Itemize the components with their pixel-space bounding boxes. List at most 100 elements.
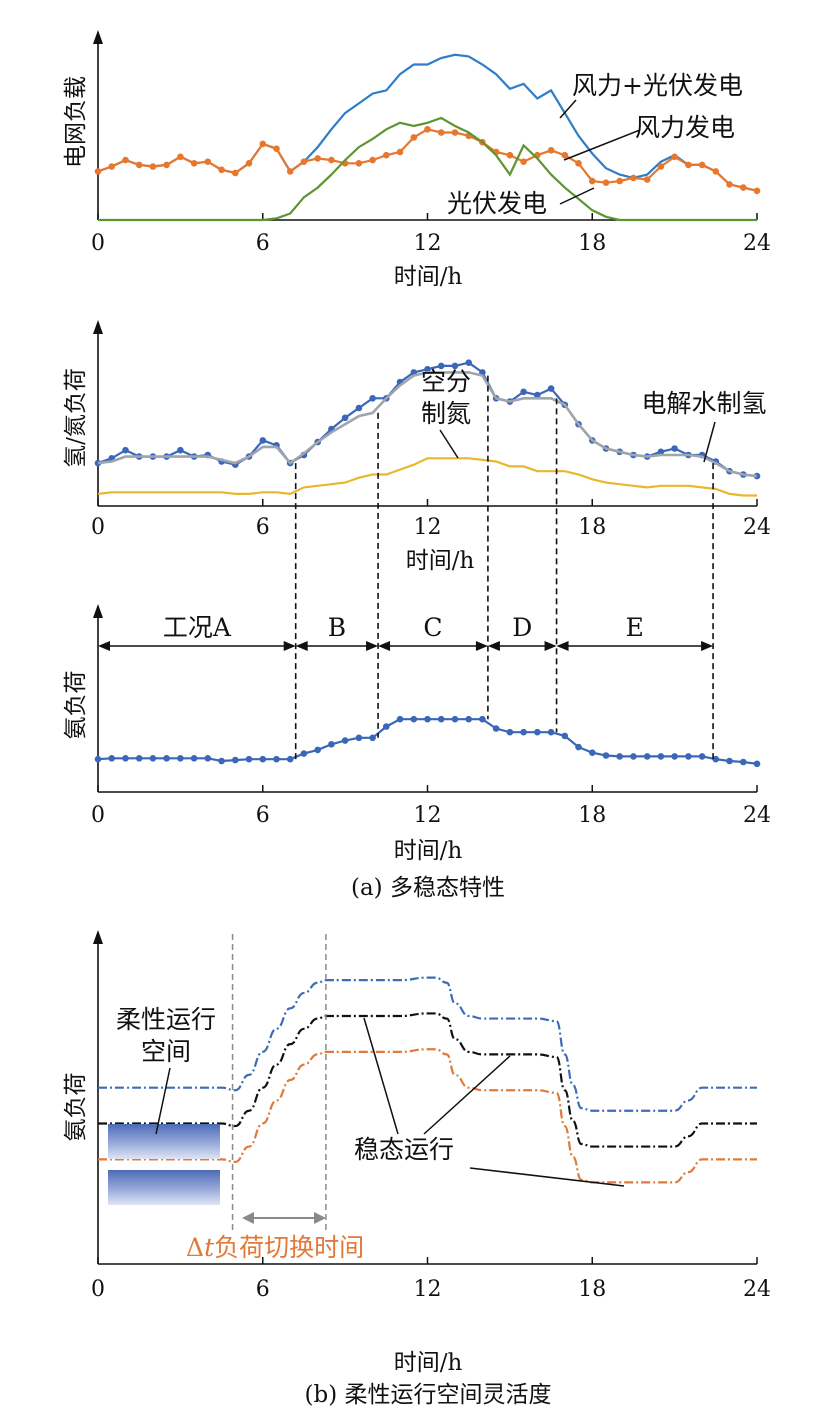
ammonia-series-point-0 [424,715,431,723]
flexibility-chart: 0 6 12 18 24 氨负荷 时间/h 柔性运行 空间 稳态运行 Δt负荷切换时间 [63,930,771,1376]
grid-series-point-1 [685,161,692,169]
ammonia-series-point-0 [286,755,294,763]
flex-series-line-1 [98,1012,757,1148]
ammonia-series-point-0 [643,753,651,760]
label-wind-solar: 风力+光伏发电 [572,71,743,100]
ammonia-series-point-0 [122,755,129,762]
hn-series-point-0 [671,445,678,452]
label-steady-state: 稳态运行 [354,1135,454,1164]
hn-series-line-2 [97,457,757,497]
caption-b: (b) 柔性运行空间灵活度 [305,1382,552,1408]
grid-series-point-1 [410,134,418,141]
grid-y-arrow [93,30,103,44]
flex-x-tick-label: 12 [414,1277,442,1302]
grid-series-point-1 [437,129,445,136]
ammonia-series-point-0 [190,755,198,762]
label-wind: 风力发电 [635,113,735,142]
hn-xlabel: 时间/h [406,548,475,574]
grid-load-chart: 0 6 12 18 24 电网负载 时间/h 风力+光伏发电 风力发电 光伏发电 [63,30,771,290]
switch-time-text: 负荷切换时间 [214,1233,364,1262]
hn-series-point-0 [753,472,761,480]
grid-series-point-1 [424,126,431,133]
ammonia-series-point-0 [685,753,692,760]
grid-series-point-1 [753,187,761,195]
segment-label: B [328,613,346,642]
ammonia-x-tick-label: 6 [256,803,270,828]
ammonia-series-point-0 [410,715,418,723]
ammonia-series-point-0 [602,752,610,759]
ammonia-series-point-0 [753,760,761,768]
grid-series-point-1 [232,169,239,177]
segment-arrowhead-left [378,641,391,651]
grid-series-point-1 [396,148,404,156]
ammonia-series-point-0 [328,741,335,748]
hn-x-tick-label: 12 [414,515,442,540]
ammonia-series-point-0 [204,755,212,762]
segment-arrowhead-right [366,641,379,651]
hn-series [94,359,761,497]
segment-arrowhead-right [701,641,714,651]
grid-series-point-1 [602,179,610,186]
ammonia-series-point-0 [177,755,184,762]
grid-series-point-1 [740,184,747,191]
grid-series-point-1 [259,140,267,148]
ammonia-series-point-0 [273,755,280,763]
grid-series-point-1 [108,163,115,170]
hn-x-tick-label: 0 [91,515,105,540]
leader-wind-solar [559,99,577,119]
label-flex-space-1: 柔性运行 [116,1005,216,1034]
ammonia-ylabel: 氨负荷 [63,671,89,740]
ammonia-series-point-0 [575,743,582,751]
ammonia-series-point-0 [437,715,445,723]
grid-series-point-1 [204,158,212,165]
label-flex-space-2: 空间 [141,1037,191,1066]
grid-load-xlabel: 时间/h [394,264,463,290]
ammonia-x-tick-label: 0 [91,803,105,828]
ammonia-series-point-0 [465,715,473,723]
flex-x-tick-label: 18 [578,1277,606,1302]
grid-series-point-1 [575,160,582,167]
ammonia-y-arrow [93,604,103,618]
ammonia-series-point-0 [616,753,623,760]
ammonia-series-point-0 [163,755,170,762]
flex-ylabel: 氨负荷 [63,1073,89,1142]
flex-series-line-0 [98,976,757,1112]
label-air-sep: 空分 [421,367,471,396]
hn-series-point-0 [465,359,473,367]
leader-steady-3 [469,1167,625,1187]
grid-series-point-1 [547,147,555,154]
hn-series-point-0 [657,448,665,456]
leader-wind [563,129,641,161]
grid-series-point-1 [643,176,651,183]
segment-arrowhead-right [475,641,488,651]
ammonia-series-point-0 [300,750,308,757]
hn-series-point-0 [341,414,349,422]
grid-load-series [94,53,761,222]
regime-dividers [294,375,714,760]
flex-x-tick-label: 6 [256,1277,270,1302]
ammonia-x-tick-label: 12 [414,803,442,828]
leader-flex-space [155,1067,171,1135]
hn-ylabel: 氢/氮负荷 [63,368,89,468]
grid-series-point-1 [177,153,184,161]
grid-series-point-1 [520,158,527,165]
segment-label: 工况A [163,613,232,642]
hn-x-tick-label: 18 [578,515,606,540]
ammonia-series-point-0 [135,755,143,762]
grid-series-point-1 [712,168,720,175]
grid-series-point-1 [355,160,363,167]
leader-nitrogen [439,429,459,459]
grid-series-point-1 [369,156,376,164]
ammonia-series-point-0 [657,753,665,760]
ammonia-series-point-0 [479,715,486,723]
ammonia-series-point-0 [671,753,678,760]
hn-series-point-0 [437,362,445,370]
hn-series-point-0 [177,446,184,454]
ammonia-series-point-0 [561,732,569,740]
leader-solar [559,187,595,205]
grid-series-point-1 [135,161,143,169]
label-nitrogen: 制氮 [421,399,471,428]
hn-series-line-1 [97,371,758,478]
hn-series-point-0 [534,391,541,399]
